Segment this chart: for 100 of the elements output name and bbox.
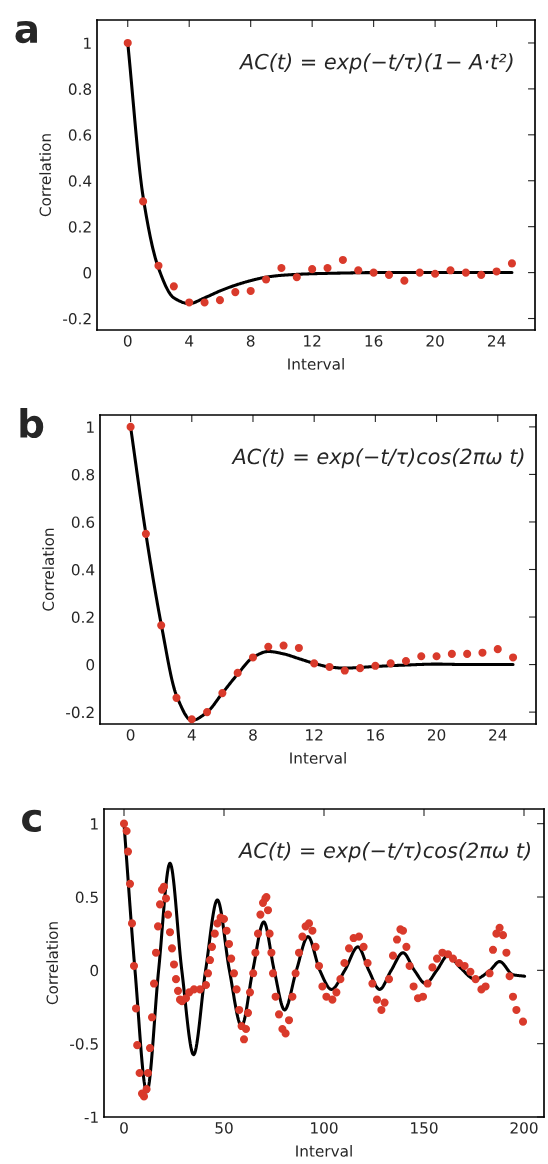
point: [354, 266, 363, 275]
x-tick-label: 8: [246, 335, 255, 347]
chart-title: c: [22, 809, 41, 833]
x-tick-label: 0: [120, 1122, 128, 1134]
point: [172, 693, 181, 702]
point: [310, 659, 319, 668]
point: [340, 666, 349, 675]
y-tick-label: 0.8: [68, 83, 92, 95]
y-axis-title: Correlation: [39, 134, 52, 217]
y-tick-label: -0.5: [70, 1038, 98, 1050]
point: [338, 255, 347, 265]
y-tick-label: 0: [86, 659, 95, 671]
x-axis-title: Interval: [290, 751, 346, 764]
point: [218, 689, 227, 698]
x-tick-label: 20: [426, 335, 444, 347]
point: [369, 268, 378, 277]
annotation: AC(t) = exp(−t/τ)(1− A·t²): [238, 53, 513, 74]
point: [231, 288, 240, 297]
x-tick-label: 8: [249, 729, 257, 741]
point: [461, 268, 470, 277]
y-tick-label: 0: [83, 267, 92, 279]
y-axis-title: Correlation: [46, 922, 59, 1005]
point: [492, 267, 501, 276]
chart-title: a: [15, 20, 37, 44]
point: [432, 652, 441, 661]
point: [233, 668, 242, 677]
point: [447, 649, 456, 658]
x-axis-title: Interval: [296, 1144, 352, 1157]
point: [123, 38, 132, 48]
point: [323, 263, 332, 273]
point: [463, 649, 472, 658]
x-tick-label: 50: [215, 1122, 233, 1134]
x-tick-label: 4: [187, 729, 196, 741]
x-tick-label: 12: [306, 729, 323, 741]
point: [277, 263, 286, 273]
point: [446, 266, 455, 275]
point: [169, 282, 178, 291]
x-tick-label: 200: [510, 1122, 538, 1134]
x-tick-label: 150: [411, 1122, 438, 1134]
point: [141, 529, 150, 538]
point: [308, 265, 317, 274]
point: [292, 273, 301, 282]
point: [386, 659, 395, 668]
x-tick-label: 100: [311, 1122, 338, 1134]
point: [401, 656, 411, 666]
y-tick-label: 1: [84, 37, 91, 49]
point: [200, 298, 209, 307]
y-tick-label: 1: [87, 421, 94, 433]
y-axis-title: Correlation: [42, 528, 55, 611]
annotation: AC(t) = exp(−t/τ)cos(2πω t): [231, 448, 524, 469]
point: [431, 269, 440, 278]
y-tick-label: 0.2: [68, 221, 91, 233]
point: [248, 653, 258, 662]
point: [384, 270, 394, 279]
point: [507, 259, 516, 268]
point: [185, 298, 194, 307]
y-tick-label: 0: [90, 964, 99, 977]
x-tick-label: 16: [367, 729, 385, 741]
y-tick-label: -1: [84, 1111, 98, 1123]
point: [325, 662, 334, 671]
point: [187, 715, 196, 724]
point: [509, 653, 518, 662]
y-tick-label: 0.4: [71, 563, 95, 576]
point: [126, 422, 135, 431]
y-tick-label: 0.2: [71, 611, 94, 624]
point: [139, 197, 148, 206]
y-tick-label: -0.2: [63, 312, 91, 325]
y-tick-label: 0.8: [71, 468, 95, 481]
x-tick-label: 0: [126, 729, 135, 741]
y-tick-label: 0.4: [68, 175, 92, 187]
point: [203, 708, 212, 717]
point: [400, 276, 409, 285]
point: [154, 261, 163, 270]
x-tick-label: 0: [123, 335, 132, 347]
x-axis-title: Interval: [288, 357, 344, 370]
annotation: AC(t) = exp(−t/τ)cos(2πω t): [237, 842, 531, 863]
y-tick-label: 0.6: [68, 129, 92, 141]
point: [157, 621, 166, 630]
point: [215, 296, 224, 305]
point: [356, 664, 365, 673]
point: [279, 641, 288, 650]
x-tick-label: 12: [304, 335, 321, 347]
x-tick-label: 16: [365, 335, 383, 347]
y-tick-label: 0.5: [75, 891, 98, 904]
point: [493, 645, 502, 654]
point: [477, 270, 486, 279]
point: [262, 275, 271, 284]
point: [294, 643, 303, 652]
y-tick-label: 1: [91, 818, 98, 830]
point: [371, 661, 380, 670]
point: [478, 648, 487, 657]
point: [415, 268, 424, 277]
point: [246, 286, 255, 296]
y-tick-label: 0.6: [71, 516, 95, 528]
x-tick-label: 24: [489, 729, 507, 741]
x-tick-label: 20: [427, 729, 446, 741]
x-tick-label: 24: [487, 335, 506, 347]
x-tick-label: 4: [185, 335, 194, 347]
y-tick-label: -0.2: [66, 706, 94, 719]
chart-title: b: [20, 408, 44, 439]
